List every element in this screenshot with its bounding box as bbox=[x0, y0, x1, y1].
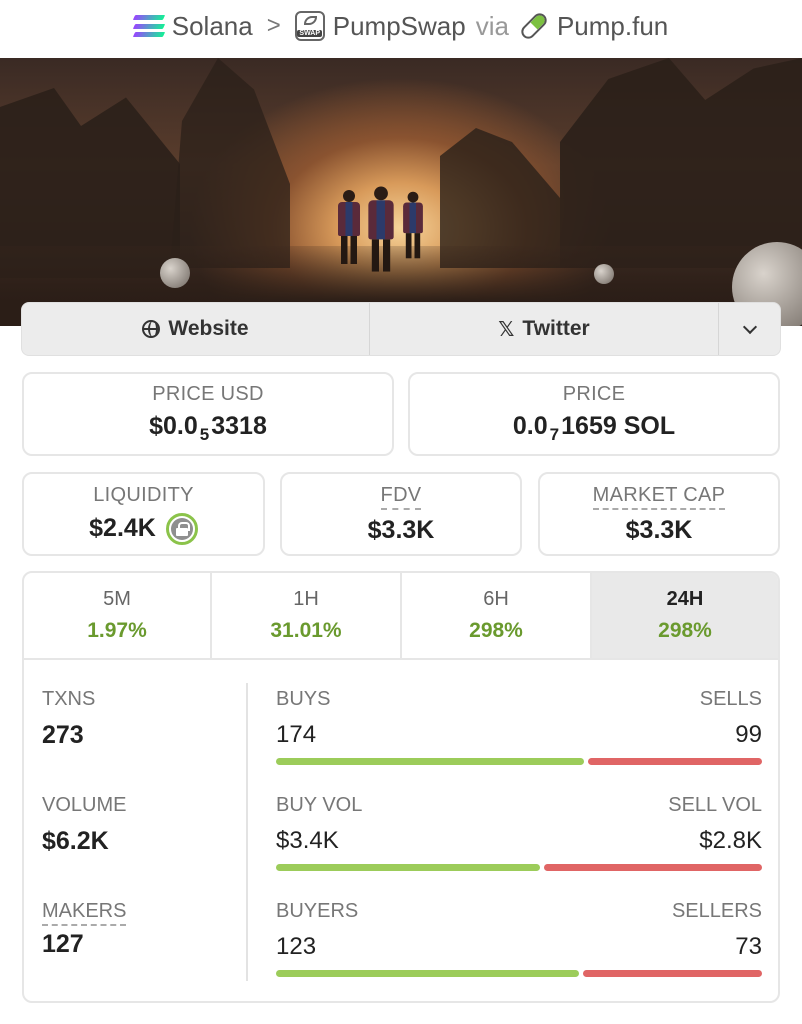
soccer-ball bbox=[594, 264, 614, 284]
sellers-value: 73 bbox=[735, 933, 762, 960]
volume-metric: VOLUME $6.2K bbox=[42, 794, 127, 855]
change-24h: 298% bbox=[658, 619, 712, 642]
chain-label: Solana bbox=[171, 10, 253, 41]
volume-value: $6.2K bbox=[42, 827, 109, 855]
tab-1h[interactable]: 1H 31.01% bbox=[212, 573, 402, 658]
source-label: Pump.fun bbox=[556, 10, 669, 41]
breadcrumb-separator: > bbox=[266, 12, 281, 39]
txns-value: 273 bbox=[42, 721, 84, 749]
tab-6h[interactable]: 6H 298% bbox=[402, 573, 592, 658]
liquidity-card: LIQUIDITY $2.4K bbox=[22, 472, 265, 556]
makers-split-row: BUYERS SELLERS 123 73 bbox=[276, 900, 762, 977]
dex-label: PumpSwap bbox=[332, 10, 466, 41]
more-links-button[interactable] bbox=[719, 303, 780, 355]
change-1h: 31.01% bbox=[270, 619, 342, 642]
tab-24h[interactable]: 24H 298% bbox=[592, 573, 778, 658]
pumpswap-icon: SWAP bbox=[294, 11, 325, 41]
liquidity-label: LIQUIDITY bbox=[93, 483, 194, 506]
totals-column: TXNS 273 VOLUME $6.2K MAKERS 127 bbox=[24, 662, 248, 1001]
txns-metric: TXNS 273 bbox=[42, 688, 96, 749]
price-native-card: PRICE 0.0 71659 SOL bbox=[408, 372, 780, 456]
volume-split-row: BUY VOL SELL VOL $3.4K $2.8K bbox=[276, 794, 762, 871]
volume-ratio-bar bbox=[276, 864, 762, 871]
player-silhouette bbox=[403, 191, 423, 259]
website-button[interactable]: Website bbox=[22, 303, 370, 355]
chain-link[interactable]: Solana bbox=[132, 10, 253, 42]
fdv-label[interactable]: FDV bbox=[380, 484, 422, 510]
globe-icon bbox=[142, 320, 161, 338]
dex-link[interactable]: SWAP PumpSwap bbox=[294, 10, 466, 42]
txns-ratio-bar bbox=[276, 758, 762, 765]
market-cap-label[interactable]: MARKET CAP bbox=[592, 484, 726, 510]
liquidity-value: $2.4K bbox=[89, 514, 156, 542]
social-links-bar: Website 𝕏 Twitter bbox=[21, 302, 781, 356]
price-native-label: PRICE bbox=[562, 383, 626, 405]
column-divider bbox=[246, 683, 248, 981]
player-silhouette bbox=[338, 190, 360, 264]
x-logo-icon: 𝕏 bbox=[498, 318, 515, 341]
tab-5m[interactable]: 5M 1.97% bbox=[24, 573, 212, 658]
soccer-ball bbox=[160, 258, 190, 288]
market-cap-card: MARKET CAP $3.3K bbox=[538, 472, 780, 556]
source-link[interactable]: Pump.fun bbox=[518, 10, 669, 42]
breadcrumb: Solana > SWAP PumpSwap via Pump.fun bbox=[0, 0, 802, 52]
price-usd-value: $0.0 53318 bbox=[149, 412, 267, 444]
chevron-down-icon bbox=[742, 319, 757, 334]
buyers-value: 123 bbox=[276, 933, 317, 960]
makers-value: 127 bbox=[42, 930, 84, 958]
market-cap-value: $3.3K bbox=[625, 515, 693, 544]
pumpfun-pill-icon bbox=[518, 10, 550, 42]
twitter-button[interactable]: 𝕏 Twitter bbox=[370, 303, 719, 355]
change-5m: 1.97% bbox=[87, 619, 147, 642]
sells-value: 99 bbox=[735, 721, 762, 748]
buys-value: 174 bbox=[276, 721, 317, 748]
txns-split-row: BUYS SELLS 174 99 bbox=[276, 688, 762, 765]
website-label: Website bbox=[168, 317, 249, 340]
twitter-label: Twitter bbox=[522, 317, 590, 340]
sell-volume-value: $2.8K bbox=[699, 827, 762, 854]
price-native-value: 0.0 71659 SOL bbox=[512, 412, 676, 444]
player-silhouette bbox=[368, 186, 394, 272]
solana-icon bbox=[132, 15, 165, 37]
timeframe-tabs: 5M 1.97% 1H 31.01% 6H 298% 24H 298% bbox=[24, 573, 778, 660]
fdv-card: FDV $3.3K bbox=[280, 472, 522, 556]
fdv-value: $3.3K bbox=[367, 515, 435, 544]
lock-icon[interactable] bbox=[165, 512, 198, 545]
token-banner-image bbox=[0, 58, 802, 326]
trading-stats-panel: 5M 1.97% 1H 31.01% 6H 298% 24H 298% TXNS… bbox=[22, 571, 780, 1003]
buy-volume-value: $3.4K bbox=[276, 827, 339, 854]
price-usd-card: PRICE USD $0.0 53318 bbox=[22, 372, 394, 456]
makers-metric: MAKERS 127 bbox=[42, 900, 127, 958]
price-usd-label: PRICE USD bbox=[152, 383, 264, 405]
via-label: via bbox=[475, 10, 509, 41]
makers-ratio-bar bbox=[276, 970, 762, 977]
change-6h: 298% bbox=[469, 619, 523, 642]
